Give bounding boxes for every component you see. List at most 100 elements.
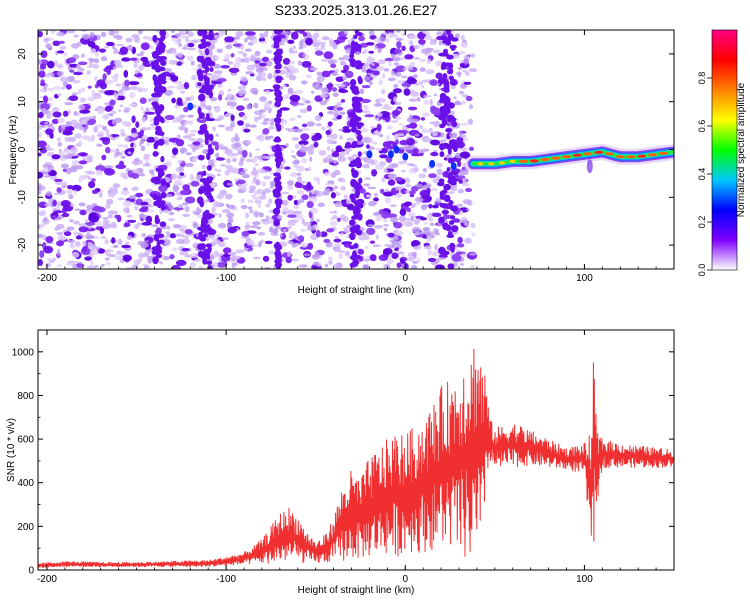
noise-blob	[159, 261, 163, 265]
noise-blob	[350, 79, 357, 87]
noise-blob	[92, 203, 98, 207]
noise-blob	[82, 157, 87, 161]
noise-blob	[134, 224, 140, 230]
y-tick-label: 200	[17, 522, 34, 533]
noise-blob	[361, 232, 369, 237]
noise-blob	[156, 126, 162, 134]
noise-blob	[413, 232, 421, 236]
noise-blob	[222, 261, 228, 267]
noise-blob	[408, 34, 418, 40]
noise-blob	[294, 143, 300, 149]
noise-blob	[428, 127, 433, 134]
noise-blob	[464, 70, 470, 76]
noise-blob	[386, 134, 390, 141]
noise-blob	[302, 123, 308, 128]
noise-blob	[383, 168, 388, 174]
noise-blob	[306, 105, 312, 112]
noise-blob	[297, 199, 305, 204]
noise-blob	[459, 147, 468, 151]
noise-blob	[211, 235, 216, 242]
noise-blob	[339, 60, 347, 66]
noise-blob	[436, 35, 445, 41]
noise-blob	[294, 89, 304, 95]
noise-blob	[293, 210, 302, 215]
noise-blob	[171, 264, 181, 269]
noise-blob	[93, 95, 102, 99]
noise-blob	[335, 77, 344, 83]
noise-blob	[394, 72, 402, 77]
noise-blob	[90, 58, 94, 63]
noise-blob	[372, 244, 382, 248]
noise-blob	[265, 89, 271, 95]
noise-blob	[191, 74, 198, 81]
noise-blob	[135, 192, 144, 198]
snr-panel: -200 -100 0 100 0 200 400 600 800 1000 Height of…	[6, 329, 675, 596]
noise-blob	[254, 163, 259, 167]
noise-blob	[307, 166, 312, 172]
noise-blob	[150, 224, 159, 228]
noise-blob	[447, 231, 453, 238]
noise-blob	[44, 121, 48, 125]
noise-blob	[212, 126, 217, 132]
noise-blob	[460, 122, 469, 126]
noise-blob	[197, 129, 205, 135]
noise-blob	[149, 169, 155, 175]
noise-blob	[349, 193, 356, 200]
noise-blob	[231, 262, 236, 269]
noise-blob	[244, 48, 252, 52]
noise-blob	[268, 250, 276, 255]
noise-blob	[207, 187, 215, 192]
noise-blob	[110, 137, 117, 141]
noise-blob	[350, 180, 358, 188]
noise-blob	[326, 146, 331, 151]
noise-blob	[394, 48, 402, 54]
noise-blob	[136, 53, 144, 57]
noise-blob	[441, 114, 447, 120]
noise-blob	[376, 112, 383, 118]
noise-blob	[373, 197, 379, 202]
noise-blob	[88, 181, 96, 189]
noise-blob	[51, 74, 55, 78]
noise-blob	[67, 136, 77, 142]
noise-blob	[119, 160, 124, 166]
noise-blob	[225, 164, 233, 170]
x-tick-label: 0	[402, 273, 408, 284]
noise-blob	[182, 135, 192, 139]
noise-blob	[287, 184, 294, 191]
noise-blob	[63, 52, 68, 56]
noise-blob	[287, 240, 294, 245]
noise-blob	[287, 219, 296, 226]
noise-blob	[408, 98, 418, 102]
noise-blob	[307, 149, 315, 155]
noise-blob	[102, 125, 108, 131]
noise-blob	[205, 105, 212, 111]
noise-blob	[433, 122, 439, 127]
noise-blob	[204, 130, 209, 138]
noise-blob	[207, 147, 214, 155]
noise-blob	[147, 126, 152, 131]
noise-blob	[38, 259, 43, 266]
noise-blob	[300, 143, 306, 151]
noise-blob	[377, 59, 386, 65]
noise-blob	[197, 74, 204, 82]
noise-blob	[275, 90, 281, 96]
spectrogram-x-ticks: -200 -100 0 100	[37, 30, 675, 284]
spectrogram-y-label: Frequency (Hz)	[8, 116, 19, 185]
noise-blob	[52, 40, 61, 47]
noise-blob	[61, 212, 70, 218]
noise-blob	[412, 261, 419, 264]
noise-blob	[150, 96, 159, 103]
noise-blob	[291, 32, 299, 40]
noise-blob	[409, 190, 416, 195]
noise-blob	[166, 225, 171, 230]
spectrogram-x-label: Height of straight line (km)	[298, 285, 415, 296]
noise-blob	[461, 94, 469, 98]
noise-blob	[425, 47, 433, 54]
noise-blob	[355, 64, 363, 70]
noise-blob	[159, 73, 167, 80]
narrowband-line	[465, 143, 674, 174]
noise-blob	[393, 96, 398, 103]
noise-blob	[157, 138, 165, 146]
noise-blob	[216, 169, 222, 173]
noise-blob	[429, 42, 437, 45]
